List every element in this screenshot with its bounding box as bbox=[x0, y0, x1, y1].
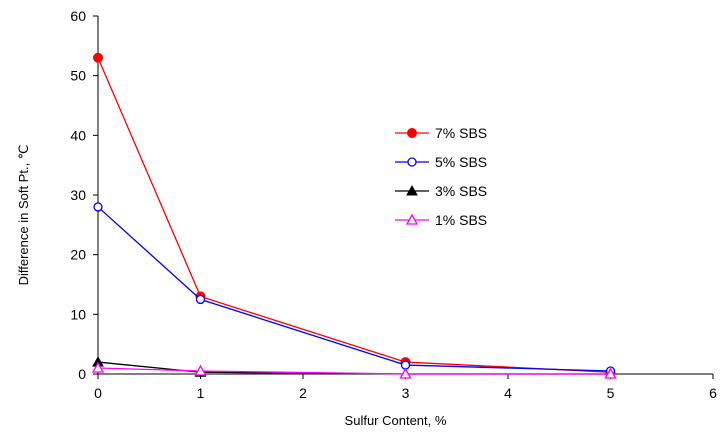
y-tick-label: 30 bbox=[70, 187, 86, 203]
legend-marker bbox=[406, 184, 418, 196]
x-tick-label: 4 bbox=[504, 385, 512, 401]
ticks: 0 10 20 30 40 50 60 0 1 2 3 4 5 6 bbox=[70, 8, 717, 401]
legend-label: 7% SBS bbox=[435, 125, 487, 141]
series-line bbox=[97, 57, 611, 373]
y-axis-title: Difference in Soft Pt., ℃ bbox=[16, 145, 31, 286]
y-tick-label: 0 bbox=[78, 366, 86, 382]
x-tick-label: 1 bbox=[197, 385, 205, 401]
legend-marker bbox=[405, 213, 419, 225]
x-tick-label: 6 bbox=[709, 385, 717, 401]
series-7-sbs bbox=[93, 52, 616, 378]
y-tick-label: 60 bbox=[70, 8, 86, 24]
legend: 7% SBS 5% SBS 3% SBS 1% SBS bbox=[395, 125, 487, 228]
legend-item: 5% SBS bbox=[395, 154, 487, 170]
series-layer bbox=[91, 52, 617, 379]
y-tick-label: 40 bbox=[70, 127, 86, 143]
data-point bbox=[194, 364, 207, 376]
data-point bbox=[604, 367, 617, 379]
data-point bbox=[195, 294, 206, 305]
series-1-sbs bbox=[91, 361, 617, 379]
y-tick-label: 10 bbox=[70, 306, 86, 322]
legend-item: 3% SBS bbox=[395, 183, 487, 199]
x-tick-label: 3 bbox=[402, 385, 410, 401]
data-point bbox=[93, 52, 103, 63]
legend-label: 5% SBS bbox=[435, 154, 487, 170]
y-tick-label: 50 bbox=[70, 68, 86, 84]
legend-label: 3% SBS bbox=[435, 183, 487, 199]
series-line bbox=[97, 206, 611, 372]
series-line bbox=[97, 367, 611, 375]
data-point bbox=[399, 367, 412, 379]
axes bbox=[97, 16, 713, 375]
x-tick-label: 2 bbox=[299, 385, 307, 401]
legend-marker bbox=[407, 128, 417, 138]
y-tick-label: 20 bbox=[70, 247, 86, 263]
x-tick-label: 0 bbox=[94, 385, 102, 401]
legend-item: 1% SBS bbox=[395, 212, 487, 228]
data-point bbox=[91, 361, 105, 373]
x-tick-label: 5 bbox=[607, 385, 615, 401]
legend-marker bbox=[407, 157, 417, 167]
data-point bbox=[93, 202, 103, 212]
legend-item: 7% SBS bbox=[395, 125, 487, 141]
series-3-sbs bbox=[92, 356, 617, 379]
x-axis-title: Sulfur Content, % bbox=[345, 413, 447, 428]
legend-label: 1% SBS bbox=[435, 212, 487, 228]
